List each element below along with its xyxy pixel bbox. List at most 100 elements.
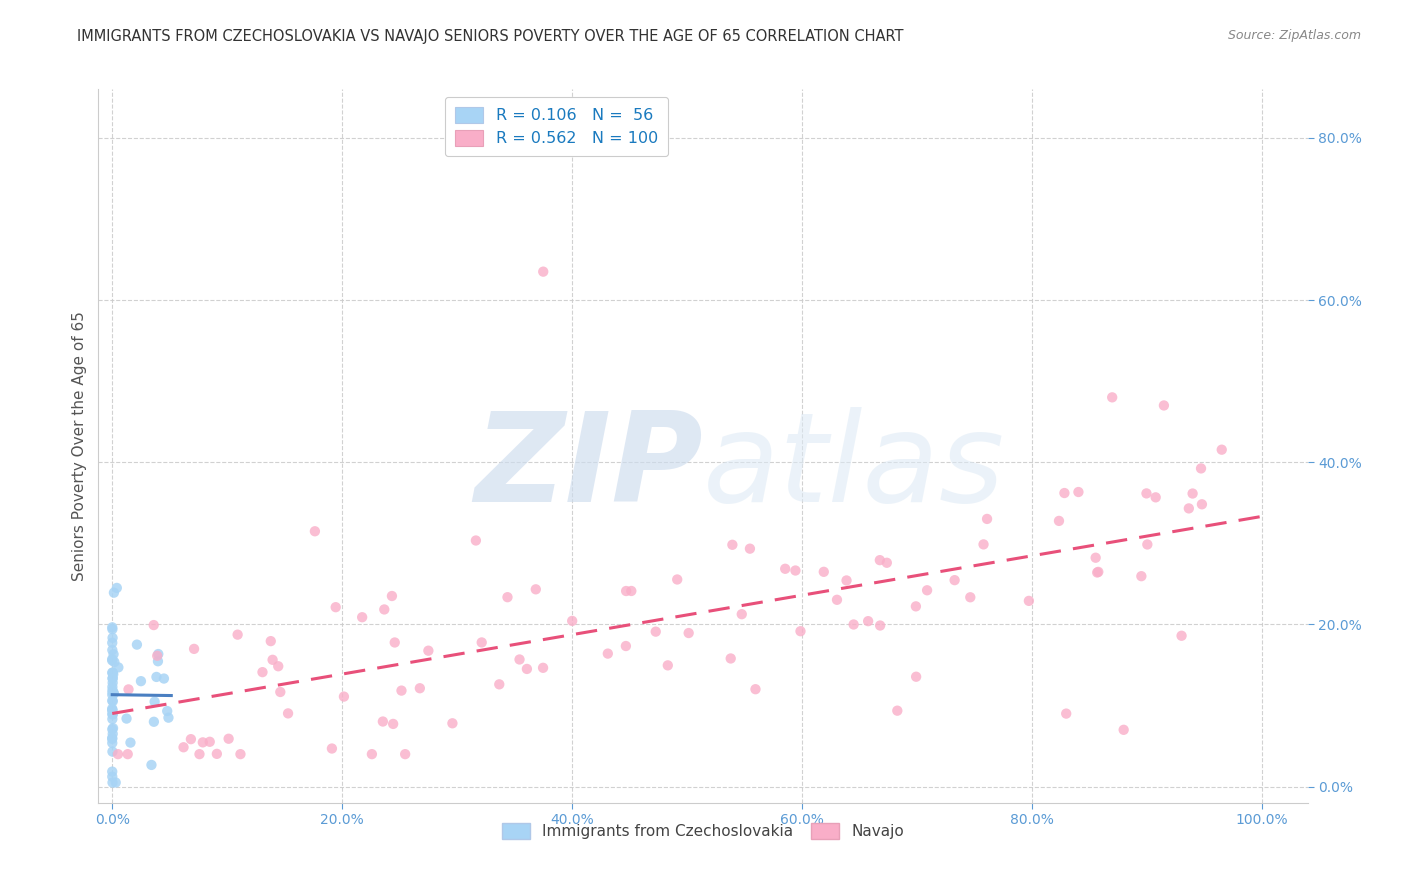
Point	[304, 524, 326, 539]
Point	[744, 682, 766, 697]
Point	[103, 655, 125, 669]
Point	[464, 533, 486, 548]
Text: atlas: atlas	[703, 407, 1005, 528]
Point	[1191, 497, 1213, 511]
Point	[101, 731, 124, 746]
Point	[789, 624, 811, 639]
Point	[173, 740, 195, 755]
Point	[101, 671, 124, 685]
Point	[101, 631, 124, 645]
Point	[101, 736, 124, 750]
Text: Source: ZipAtlas.com: Source: ZipAtlas.com	[1227, 29, 1361, 42]
Point	[561, 614, 583, 628]
Point	[101, 643, 124, 657]
Point	[678, 626, 700, 640]
Point	[1181, 486, 1204, 500]
Point	[1018, 594, 1040, 608]
Point	[142, 618, 165, 632]
Point	[103, 585, 125, 599]
Point	[183, 641, 205, 656]
Point	[205, 747, 228, 761]
Point	[973, 537, 995, 551]
Point	[1135, 486, 1157, 500]
Point	[107, 660, 129, 674]
Point	[101, 770, 124, 784]
Point	[101, 727, 124, 741]
Point	[120, 736, 142, 750]
Point	[384, 635, 406, 649]
Point	[1144, 491, 1167, 505]
Point	[394, 747, 416, 761]
Point	[773, 562, 796, 576]
Point	[180, 732, 202, 747]
Point	[731, 607, 754, 622]
Point	[1047, 514, 1070, 528]
Point	[101, 693, 124, 707]
Point	[146, 654, 169, 668]
Point	[1211, 442, 1233, 457]
Point	[1087, 565, 1109, 579]
Point	[869, 618, 891, 632]
Point	[101, 675, 124, 690]
Point	[101, 775, 124, 789]
Point	[825, 592, 848, 607]
Point	[101, 622, 124, 636]
Point	[107, 747, 129, 761]
Point	[382, 717, 405, 731]
Point	[101, 701, 124, 715]
Point	[141, 758, 163, 772]
Point	[218, 731, 240, 746]
Point	[516, 662, 538, 676]
Point	[262, 653, 284, 667]
Point	[267, 659, 290, 673]
Point	[496, 590, 519, 604]
Point	[524, 582, 547, 597]
Point	[117, 747, 139, 761]
Point	[531, 265, 554, 279]
Point	[229, 747, 252, 761]
Point	[596, 647, 619, 661]
Point	[905, 670, 928, 684]
Point	[471, 635, 494, 649]
Point	[1112, 723, 1135, 737]
Point	[101, 636, 124, 650]
Point	[252, 665, 274, 680]
Point	[1130, 569, 1153, 583]
Point	[277, 706, 299, 721]
Point	[373, 602, 395, 616]
Point	[418, 643, 440, 657]
Legend: Immigrants from Czechoslovakia, Navajo: Immigrants from Czechoslovakia, Navajo	[496, 817, 910, 845]
Point	[105, 581, 128, 595]
Point	[720, 651, 742, 665]
Point	[509, 652, 531, 666]
Point	[644, 624, 666, 639]
Point	[101, 723, 124, 737]
Point	[101, 707, 124, 722]
Point	[146, 648, 169, 663]
Point	[371, 714, 394, 729]
Point	[101, 685, 124, 699]
Point	[614, 584, 637, 599]
Point	[260, 634, 283, 648]
Point	[101, 680, 124, 694]
Point	[360, 747, 382, 761]
Point	[125, 638, 148, 652]
Point	[101, 764, 124, 779]
Point	[226, 627, 249, 641]
Point	[101, 672, 124, 686]
Point	[1170, 629, 1192, 643]
Point	[153, 672, 176, 686]
Y-axis label: Seniors Poverty Over the Age of 65: Seniors Poverty Over the Age of 65	[72, 311, 87, 581]
Point	[1153, 399, 1175, 413]
Point	[101, 703, 124, 717]
Point	[738, 541, 761, 556]
Point	[886, 704, 908, 718]
Point	[103, 686, 125, 700]
Point	[1084, 550, 1107, 565]
Point	[1136, 537, 1159, 551]
Point	[943, 573, 966, 587]
Point	[488, 677, 510, 691]
Point	[721, 538, 744, 552]
Point	[143, 695, 166, 709]
Point	[101, 653, 124, 667]
